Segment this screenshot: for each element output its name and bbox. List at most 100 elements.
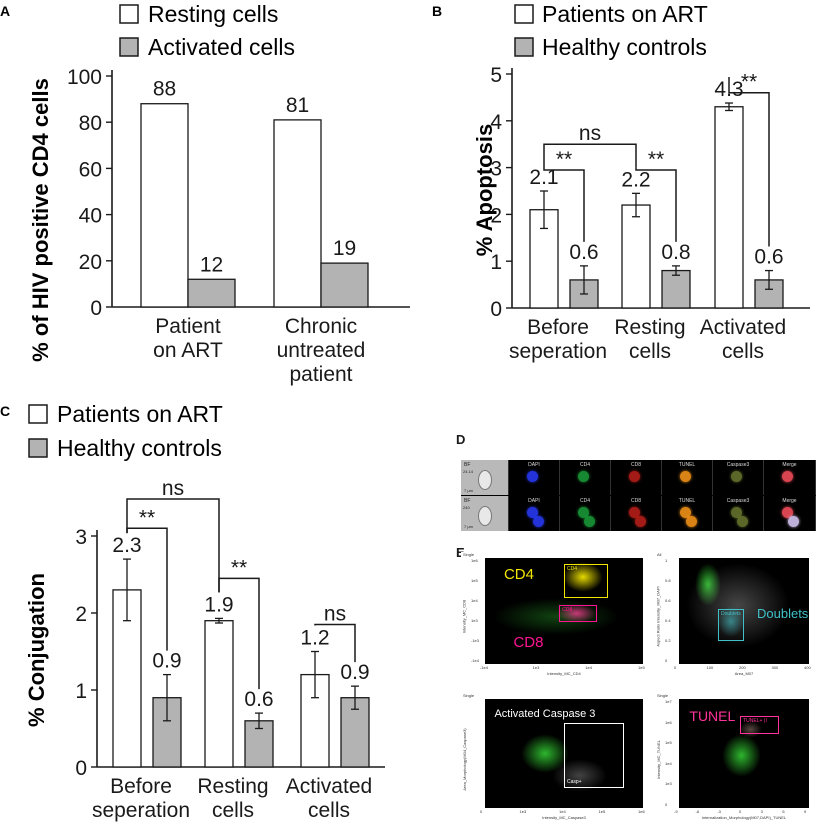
channel-label: BF (464, 498, 471, 504)
y-tick-label: 100 (67, 66, 102, 89)
y-tick-label: 0 (490, 298, 502, 321)
facs-x-tick: 6 (782, 809, 785, 814)
facs-population-label: TUNEL (689, 707, 736, 724)
category-label: cells (212, 799, 254, 822)
facs-y-tick: 1e5 (665, 740, 672, 746)
micro-cell-merge: Merge (764, 460, 816, 495)
y-tick-label: 3 (75, 526, 87, 549)
facs-x-tick: 0 (739, 809, 742, 814)
facs-y-tick: 1e4 (665, 760, 672, 766)
data-label: 0.8 (661, 241, 690, 264)
micro-cell-merge: Merge (764, 496, 816, 531)
significance-c1 (126, 527, 168, 651)
fluorescent-cell (629, 507, 640, 518)
channel-label: CD4 (579, 498, 590, 504)
channel-label: BF (464, 462, 471, 468)
fluorescent-cell (782, 471, 793, 482)
panel-letter-e: E (456, 545, 465, 560)
facs-y-tick: 0 (665, 658, 668, 663)
legend-b: Patients on ART Healthy controls (514, 1, 708, 60)
y-tick-label: 0 (90, 297, 102, 320)
facs-plot-4: Single Intensity_MC_TUNEL TUNEL TUNEL+ (I -9… (655, 693, 813, 826)
facs-y-axis-label: Aspect Ratio Intensity_M07_DAPI (655, 586, 661, 647)
y-tick-label: 80 (79, 112, 102, 135)
y-axis-label-a: % of HIV positive CD4 cells (28, 78, 53, 362)
data-label: 0.6 (244, 688, 273, 711)
bar-series2 (320, 262, 369, 308)
facs-y-axis-label: Intensity_MC_TUNEL (655, 739, 661, 779)
facs-y-tick: 1e6 (665, 719, 672, 725)
legend-swatch-resting (119, 4, 139, 24)
data-label: 81 (286, 94, 309, 117)
fluorescent-cell (527, 471, 538, 482)
facs-plot-title: All (657, 552, 662, 557)
facs-x-tick: 100 (706, 665, 714, 670)
event-cluster (721, 733, 761, 778)
significance-b2 (635, 167, 677, 242)
facs-y-tick: 1e5 (471, 578, 478, 583)
facs-plot-title: Single (463, 552, 475, 557)
channel-label: TUNEL (678, 498, 696, 504)
facs-x-tick: 1e6 (638, 809, 645, 814)
micro-cell-tunel: TUNEL (662, 496, 713, 531)
y-axis-label-b: % Apoptosis (472, 124, 497, 256)
legend-swatch-patients (514, 4, 534, 24)
event-cluster (563, 562, 603, 592)
facs-y-tick: 1 (665, 558, 668, 563)
facs-x-tick: 1e3 (532, 665, 540, 670)
significance-ns-c-label: ns (162, 477, 184, 500)
legend-swatch-controls (514, 37, 534, 57)
channel-label: DAPI (528, 462, 540, 468)
significance-ns-c (126, 498, 220, 593)
facs-y-axis-label: Intensity_MC_CD8 (461, 599, 467, 634)
micro-cell-dapi: DAPI (509, 496, 560, 531)
fluorescent-cell (782, 507, 793, 518)
channel-label: CD8 (630, 462, 641, 468)
legend-label-resting: Resting cells (148, 1, 278, 27)
event-cluster (718, 605, 744, 638)
facs-gate-label: Doublets (721, 610, 741, 617)
category-label: cells (308, 799, 350, 822)
facs-x-tick: 1e4 (585, 665, 593, 670)
y-axis-label-c: % Conjugation (24, 573, 49, 727)
fluorescent-cell (584, 516, 595, 527)
facs-plot-title: Single (463, 693, 475, 698)
data-label: 1.9 (204, 593, 233, 616)
facs-gate-label: TUNEL+ (I (743, 718, 767, 725)
row-id: 240 (463, 505, 470, 510)
category-label: cells (629, 340, 671, 363)
data-label: 0.9 (340, 661, 369, 684)
row-id: 24.14 (463, 469, 474, 474)
bar-series2 (187, 278, 236, 308)
significance-c3 (314, 623, 356, 663)
fluorescent-cell (578, 507, 589, 518)
facs-gate-label: CD4 (567, 566, 578, 573)
facs-y-tick: 1e3 (471, 618, 478, 623)
category-label: untreated (277, 339, 366, 362)
data-label: 19 (333, 237, 356, 260)
category-label: Activated (700, 316, 786, 339)
facs-x-tick: 1e5 (638, 665, 645, 670)
facs-x-tick: -3 (717, 809, 721, 814)
significance-ns-b (543, 143, 637, 168)
micro-cell-cd4: CD4 (560, 460, 611, 495)
facs-gate: Casp+ (564, 722, 625, 789)
fluorescent-cell (533, 516, 544, 527)
facs-x-tick: 200 (739, 665, 746, 670)
facs-x-axis-label: Area_M07 (734, 671, 754, 676)
facs-x-tick: 0 (674, 665, 677, 670)
micro-cell-caspase3: Caspase3 (713, 460, 764, 495)
fluorescent-cell (731, 507, 742, 518)
facs-x-tick: 1e4 (559, 809, 566, 814)
facs-y-tick: -1e4 (471, 658, 480, 663)
category-label: Activated (286, 775, 372, 798)
event-cluster (694, 563, 721, 606)
facs-x-tick: 9 (804, 809, 807, 814)
data-label: 88 (153, 78, 176, 101)
facs-y-tick: 1e3 (665, 781, 672, 787)
significance-c2 (218, 577, 260, 690)
fluorescent-cell (737, 516, 748, 527)
category-label: Resting (614, 316, 685, 339)
